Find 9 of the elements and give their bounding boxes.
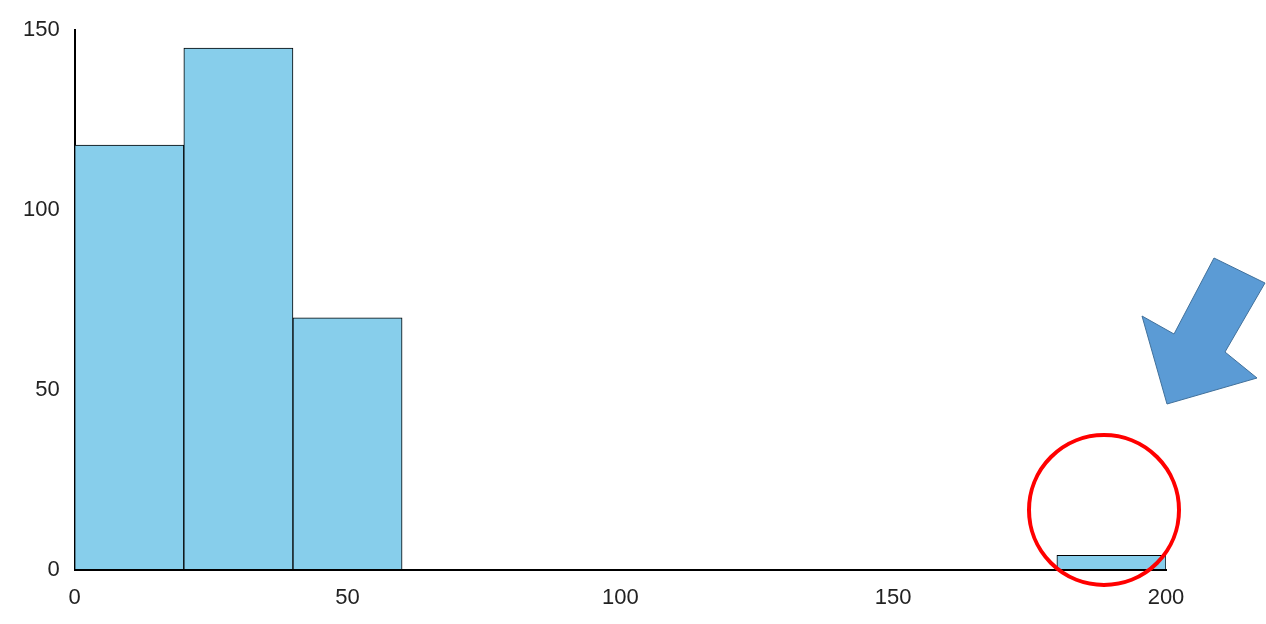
x-tick-label: 200 (1147, 583, 1185, 609)
y-tick-label: 0 (47, 555, 60, 581)
x-tick-label: 0 (68, 583, 81, 609)
y-tick-label: 100 (22, 195, 60, 221)
y-tick-label: 50 (35, 375, 60, 401)
x-tick-label: 150 (874, 583, 912, 609)
x-tick-label: 50 (335, 583, 360, 609)
x-tick-label: 100 (601, 583, 639, 609)
y-tick-label: 150 (22, 16, 60, 42)
